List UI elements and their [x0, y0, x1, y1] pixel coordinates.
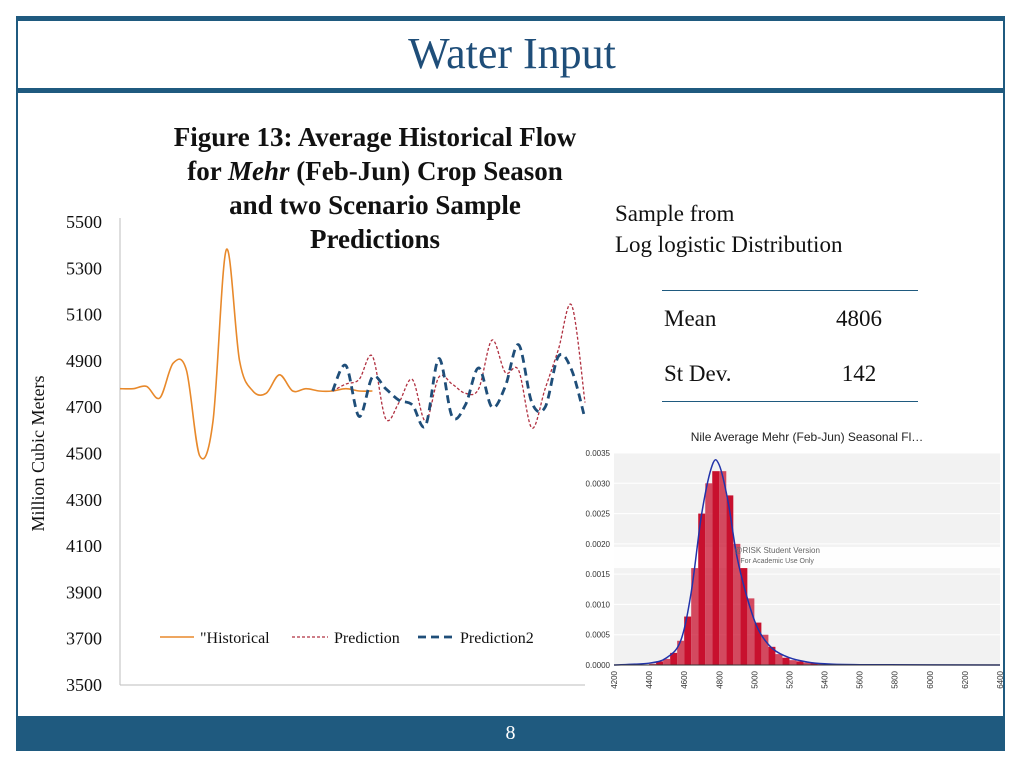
- y-tick-label: 5300: [66, 258, 102, 278]
- histogram-bar: [705, 483, 713, 665]
- stats-value: 4806: [836, 305, 882, 331]
- figure-title: Figure 13: Average Historical Flow for M…: [110, 120, 640, 256]
- watermark-line1: @RISK Student Version: [734, 546, 820, 555]
- figure-title-line1: Figure 13: Average Historical Flow: [173, 122, 577, 152]
- distribution-histogram: Nile Average Mehr (Feb-Jun) Seasonal Fl……: [586, 430, 1005, 689]
- series-line-prediction: [332, 303, 586, 429]
- histogram-bar: [726, 495, 734, 665]
- x-tick-label: 6400: [996, 670, 1005, 688]
- y-axis-label: Million Cubic Meters: [28, 376, 48, 532]
- y-tick-label: 5500: [66, 212, 102, 232]
- figure-title-suffix: (Feb-Jun) Crop Season: [289, 156, 563, 186]
- x-tick-label: 4800: [715, 670, 724, 688]
- histogram-bar: [740, 568, 748, 665]
- y-tick-label: 0.0000: [586, 661, 611, 670]
- stats-row-stdev: St Dev. 142: [662, 346, 918, 401]
- y-tick-label: 4700: [66, 397, 102, 417]
- histogram-bar: [817, 663, 825, 665]
- figure-title-line2: for Mehr (Feb-Jun) Crop Season: [110, 154, 640, 188]
- histogram-bar: [810, 663, 818, 665]
- y-tick-label: 0.0035: [586, 449, 611, 458]
- stats-table: Mean 4806 St Dev. 142: [662, 290, 918, 402]
- histogram-bar: [754, 622, 762, 665]
- histogram-bar: [670, 652, 678, 665]
- distribution-label: Sample from Log logistic Distribution: [615, 198, 842, 260]
- x-tick-label: 5600: [856, 670, 865, 688]
- histogram-bar: [768, 646, 776, 665]
- x-tick-label: 5000: [750, 670, 759, 688]
- y-tick-label: 4500: [66, 444, 102, 464]
- series-line-prediction2: [331, 343, 587, 429]
- x-tick-label: 6200: [961, 670, 970, 688]
- histogram-bar: [775, 654, 783, 665]
- figure-title-emphasis: Mehr: [227, 156, 290, 186]
- flow-line-chart: 5500 5300 5100 4900 4700 4500 4300 4100 3900 3700…: [28, 212, 587, 695]
- y-tick-label: 4100: [66, 536, 102, 556]
- histogram-bar: [656, 661, 664, 665]
- distribution-line2: Log logistic Distribution: [615, 232, 843, 257]
- x-tick-label: 6000: [926, 670, 935, 688]
- histogram-bar: [796, 661, 804, 665]
- histogram-bar: [803, 662, 811, 665]
- stats-label: St Dev.: [664, 360, 732, 386]
- legend-label: "Historical: [200, 630, 270, 647]
- histogram-bar: [698, 513, 706, 665]
- distribution-line1: Sample from: [615, 201, 735, 226]
- histogram-bar: [712, 471, 720, 665]
- y-tick-label: 4900: [66, 351, 102, 371]
- stats-label: Mean: [664, 305, 717, 331]
- x-tick-label: 4600: [680, 670, 689, 688]
- series-line-historical: [119, 248, 373, 460]
- x-tick-label: 5400: [821, 670, 830, 688]
- y-tick-label: 0.0015: [586, 570, 611, 579]
- histogram-bar: [747, 598, 755, 665]
- fitted-curve: [613, 459, 1001, 666]
- x-tick-label: 4400: [645, 670, 654, 688]
- histogram-bar: [761, 634, 769, 665]
- legend-label: Prediction2: [460, 630, 534, 647]
- title-divider: [16, 88, 1005, 93]
- legend-label: Prediction: [334, 630, 400, 647]
- y-tick-label: 0.0025: [586, 510, 611, 519]
- y-tick-label: 4300: [66, 490, 102, 510]
- page-number: 8: [505, 722, 516, 744]
- histogram-bar: [684, 616, 692, 665]
- x-tick-label: 5200: [785, 670, 794, 688]
- histogram-bar: [691, 568, 699, 665]
- figure-title-prefix: for: [187, 156, 228, 186]
- histogram-bar: [677, 640, 685, 665]
- y-tick-label: 3700: [66, 629, 102, 649]
- watermark-line2: For Academic Use Only: [740, 558, 814, 565]
- y-tick-label: 0.0030: [586, 479, 611, 488]
- figure-title-line3: and two Scenario Sample: [229, 190, 521, 220]
- figure-title-line4: Predictions: [310, 224, 440, 254]
- histogram-title: Nile Average Mehr (Feb-Jun) Seasonal Fl…: [691, 430, 924, 444]
- histogram-bar: [663, 658, 671, 665]
- x-tick-label: 4200: [610, 670, 619, 688]
- histogram-bar: [649, 663, 657, 665]
- y-tick-label: 3900: [66, 582, 102, 602]
- y-tick-label: 3500: [66, 675, 102, 695]
- y-tick-label: 5100: [66, 305, 102, 325]
- top-accent-bar: [16, 16, 1005, 21]
- y-tick-label: 0.0005: [586, 631, 611, 640]
- slide-footer: 8: [16, 716, 1005, 751]
- histogram-bar: [789, 660, 797, 665]
- x-tick-label: 5800: [891, 670, 900, 688]
- stats-value: 142: [841, 360, 877, 386]
- y-tick-label: 0.0020: [586, 540, 611, 549]
- slide-title: Water Input: [408, 29, 616, 78]
- histogram-bar: [782, 657, 790, 665]
- y-tick-label: 0.0010: [586, 600, 611, 609]
- histogram-bar: [733, 543, 741, 665]
- histogram-bar: [719, 471, 727, 665]
- stats-row-mean: Mean 4806: [662, 291, 918, 346]
